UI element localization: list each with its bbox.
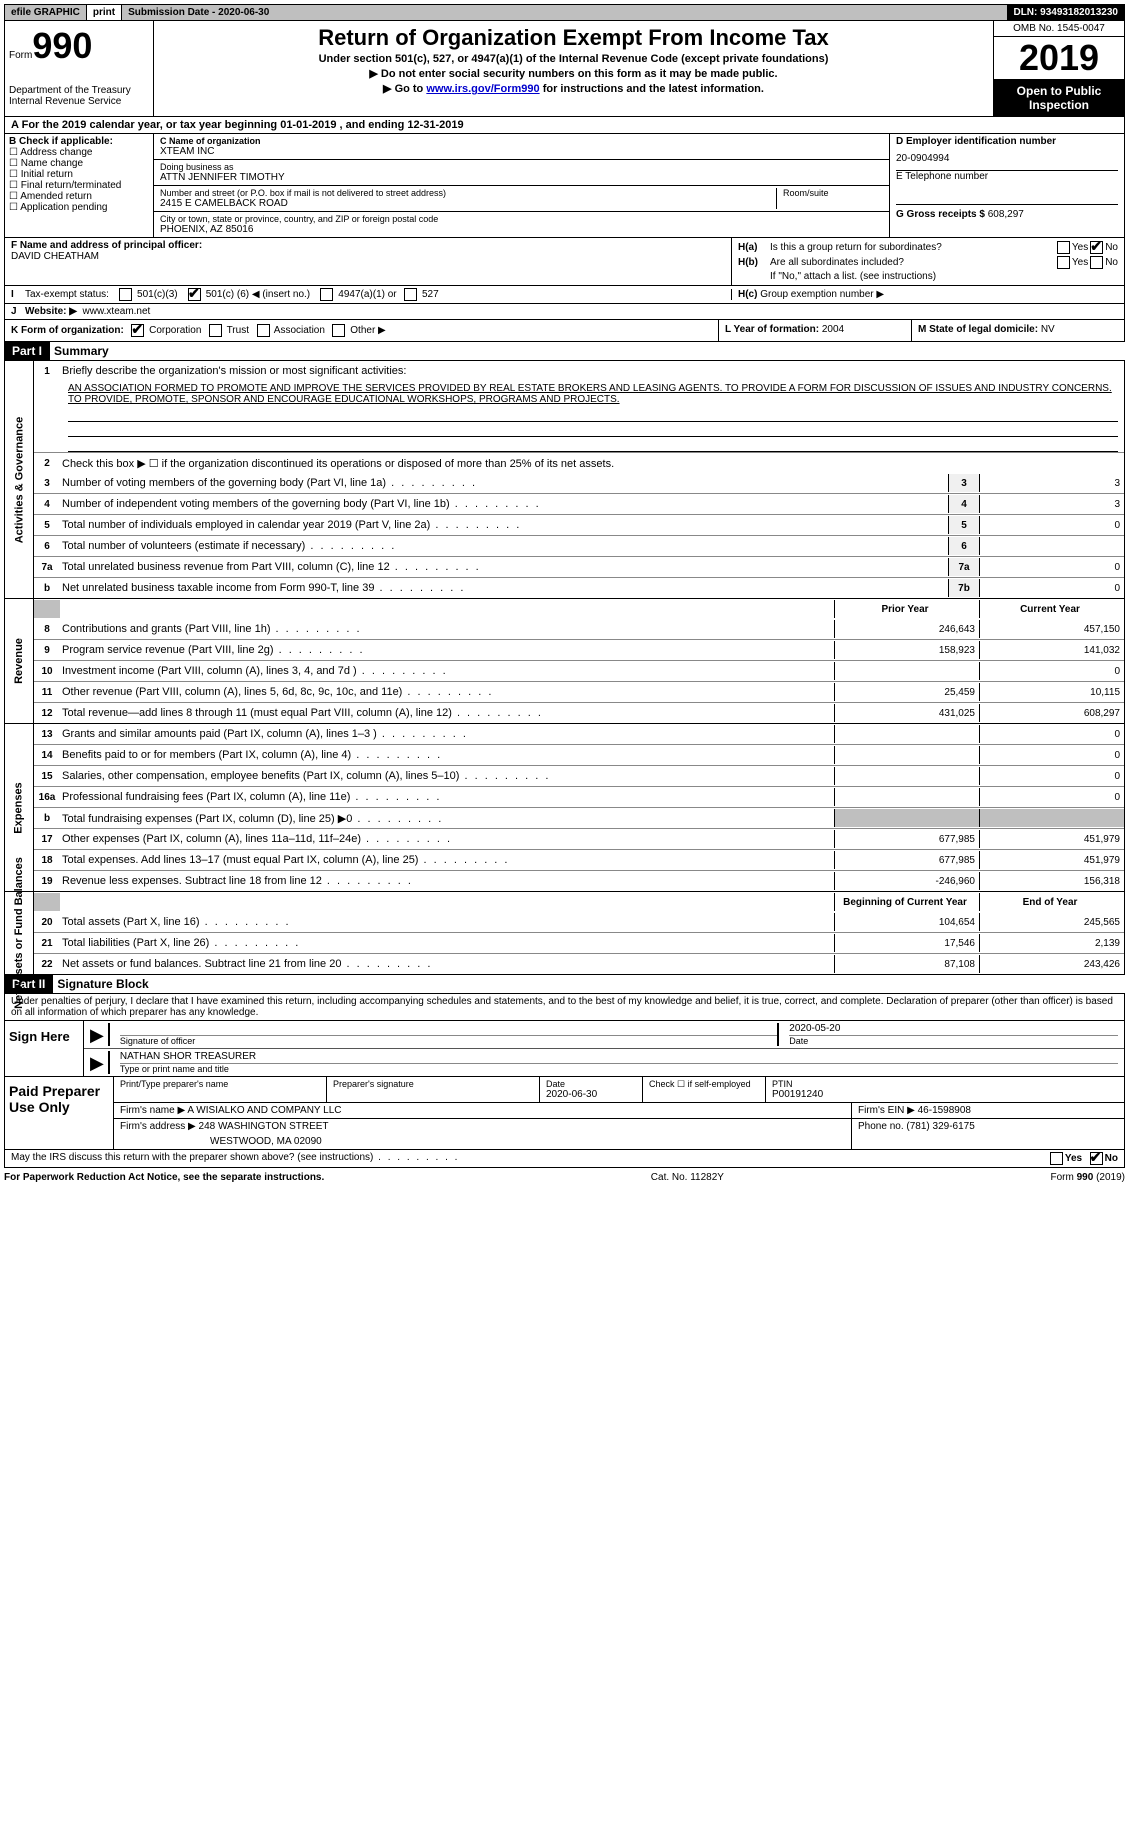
tax-exempt-status: Tax-exempt status: 501(c)(3) 501(c) (6) … [25, 288, 731, 301]
line-16a-cy: 0 [979, 788, 1124, 806]
firm-phone: (781) 329-6175 [906, 1121, 974, 1132]
form-number: 990 [32, 25, 92, 66]
line-10-py [834, 662, 979, 680]
line-17-cy: 451,979 [979, 830, 1124, 848]
goto-note: ▶ Go to www.irs.gov/Form990 for instruct… [156, 82, 991, 95]
form-of-org: K Form of organization: Corporation Trus… [5, 320, 718, 341]
line-21-py: 17,546 [834, 934, 979, 952]
box-c: C Name of organization XTEAM INC Doing b… [154, 134, 889, 237]
city-state-zip: PHOENIX, AZ 85016 [160, 224, 883, 235]
officer-name-title: NATHAN SHOR TREASURER [120, 1051, 1118, 1064]
line-11-py: 25,459 [834, 683, 979, 701]
line-16a-py [834, 788, 979, 806]
line-20-cy: 245,565 [979, 913, 1124, 931]
row-a-period: A For the 2019 calendar year, or tax yea… [4, 117, 1125, 134]
line-b-py [834, 809, 979, 827]
ptin: P00191240 [772, 1089, 1118, 1100]
line-9-py: 158,923 [834, 641, 979, 659]
line-4-val: 3 [979, 495, 1124, 513]
street-address: 2415 E CAMELBACK ROAD [160, 198, 770, 209]
box-b: B Check if applicable: ☐ Address change … [5, 134, 154, 237]
form-label: Form [9, 50, 32, 61]
firm-address: 248 WASHINGTON STREET [199, 1121, 329, 1132]
net-label: Net Assets or Fund Balances [5, 892, 34, 974]
line-10-cy: 0 [979, 662, 1124, 680]
prep-date: 2020-06-30 [546, 1089, 636, 1100]
line-11-cy: 10,115 [979, 683, 1124, 701]
dept-irs: Internal Revenue Service [9, 96, 149, 107]
line-13-cy: 0 [979, 725, 1124, 743]
line-15-cy: 0 [979, 767, 1124, 785]
irs-discuss: May the IRS discuss this return with the… [11, 1152, 1048, 1165]
line-6-val [979, 537, 1124, 555]
part1-header: Part I [4, 342, 50, 360]
state-domicile: M State of legal domicile: NV [911, 320, 1124, 341]
ein: 20-0904994 [896, 147, 1118, 170]
line-5-val: 0 [979, 516, 1124, 534]
line-18-cy: 451,979 [979, 851, 1124, 869]
telephone [896, 182, 1118, 204]
line-7a-val: 0 [979, 558, 1124, 576]
line-22-py: 87,108 [834, 955, 979, 973]
paid-preparer: Paid Preparer Use Only [5, 1077, 114, 1149]
box-f: F Name and address of principal officer:… [5, 238, 731, 285]
part2-header: Part II [4, 975, 53, 993]
irs-link[interactable]: www.irs.gov/Form990 [426, 83, 539, 95]
form-footer: Form 990 (2019) [1051, 1172, 1125, 1183]
submission-date: Submission Date - 2020-06-30 [122, 5, 1007, 20]
year-formation: L Year of formation: 2004 [718, 320, 911, 341]
open-public: Open to Public Inspection [994, 80, 1124, 116]
line-13-py [834, 725, 979, 743]
line-14-py [834, 746, 979, 764]
rev-label: Revenue [5, 599, 34, 723]
line-18-py: 677,985 [834, 851, 979, 869]
dept-treasury: Department of the Treasury [9, 85, 149, 96]
line-b-cy [979, 809, 1124, 827]
line-20-py: 104,654 [834, 913, 979, 931]
gross-receipts: 608,297 [988, 209, 1024, 220]
line-19-py: -246,960 [834, 872, 979, 890]
org-name: XTEAM INC [160, 146, 883, 157]
dln: DLN: 93493182013230 [1007, 5, 1124, 20]
line-12-py: 431,025 [834, 704, 979, 722]
tax-year: 2019 [994, 37, 1124, 80]
line-9-cy: 141,032 [979, 641, 1124, 659]
firm-ein: 46-1598908 [918, 1105, 971, 1116]
return-subtitle: Under section 501(c), 527, or 4947(a)(1)… [156, 53, 991, 65]
line-21-cy: 2,139 [979, 934, 1124, 952]
line-3-val: 3 [979, 474, 1124, 492]
gov-label: Activities & Governance [5, 361, 34, 598]
line-22-cy: 243,426 [979, 955, 1124, 973]
line-12-cy: 608,297 [979, 704, 1124, 722]
box-h: H(a)Is this a group return for subordina… [731, 238, 1124, 285]
line-15-py [834, 767, 979, 785]
omb-number: OMB No. 1545-0047 [994, 21, 1124, 37]
line-b-val: 0 [979, 579, 1124, 597]
line-14-cy: 0 [979, 746, 1124, 764]
principal-officer: DAVID CHEATHAM [11, 251, 725, 262]
dba: ATTN JENNIFER TIMOTHY [160, 172, 883, 183]
line-19-cy: 156,318 [979, 872, 1124, 890]
website: Website: ▶ www.xteam.net [25, 306, 150, 317]
top-bar: efile GRAPHIC print Submission Date - 20… [4, 4, 1125, 21]
mission: AN ASSOCIATION FORMED TO PROMOTE AND IMP… [34, 381, 1124, 407]
cat-no: Cat. No. 11282Y [651, 1172, 724, 1183]
print-button[interactable]: print [87, 5, 122, 20]
paperwork-notice: For Paperwork Reduction Act Notice, see … [4, 1172, 324, 1183]
line-8-cy: 457,150 [979, 620, 1124, 638]
ssn-note: ▶ Do not enter social security numbers o… [156, 67, 991, 80]
line-8-py: 246,643 [834, 620, 979, 638]
efile-button[interactable]: efile GRAPHIC [5, 5, 87, 20]
sig-date: 2020-05-20 [789, 1023, 1118, 1036]
firm-name: A WISIALKO AND COMPANY LLC [187, 1105, 341, 1116]
penalty-text: Under penalties of perjury, I declare th… [4, 994, 1125, 1021]
box-d: D Employer identification number 20-0904… [889, 134, 1124, 237]
return-title: Return of Organization Exempt From Incom… [156, 25, 991, 51]
sign-here: Sign Here [5, 1021, 84, 1076]
line-17-py: 677,985 [834, 830, 979, 848]
form-header: Form990 Department of the Treasury Inter… [4, 21, 1125, 117]
